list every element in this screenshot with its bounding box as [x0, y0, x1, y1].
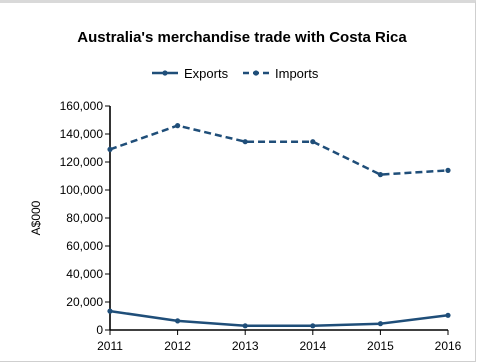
y-tick-label: 100,000	[60, 183, 104, 197]
imports-point	[107, 146, 113, 152]
x-tick-label: 2014	[299, 339, 326, 353]
legend-marker-imports	[253, 70, 259, 76]
legend-item-exports: Exports	[152, 66, 229, 81]
x-tick-label: 2016	[435, 339, 462, 353]
imports-point	[310, 139, 316, 145]
exports-point	[377, 321, 383, 327]
legend-marker-exports	[162, 70, 168, 76]
legend-label-exports: Exports	[184, 66, 229, 81]
exports-point	[175, 318, 181, 324]
legend-label-imports: Imports	[275, 66, 319, 81]
imports-point	[175, 123, 181, 129]
x-tick-label: 2015	[367, 339, 394, 353]
exports-point	[107, 308, 113, 314]
imports-series-line	[109, 124, 449, 176]
legend: Exports Imports	[152, 66, 319, 81]
series-group	[107, 123, 451, 329]
exports-point	[242, 323, 248, 329]
y-tick-label: 0	[96, 323, 103, 337]
exports-point	[310, 323, 316, 329]
exports-series-line	[109, 309, 449, 328]
x-tick-label: 2013	[232, 339, 259, 353]
imports-point	[242, 139, 248, 145]
y-axis-label: A$000	[29, 200, 43, 235]
imports-point	[377, 172, 383, 178]
legend-item-imports: Imports	[243, 66, 319, 81]
x-tick-label: 2012	[164, 339, 191, 353]
chart-title: Australia's merchandise trade with Costa…	[77, 29, 407, 46]
y-tick-label: 60,000	[66, 239, 103, 253]
imports-point	[445, 167, 451, 173]
x-axis: 2011 2012 2013 2014 2015 2016	[97, 329, 462, 353]
y-axis: 0 20,000 40,000 60,000 80,000 100,000 120,000 1…	[60, 99, 111, 337]
y-tick-label: 40,000	[66, 267, 103, 281]
y-tick-label: 140,000	[60, 127, 104, 141]
x-tick-label: 2011	[97, 339, 123, 353]
y-tick-label: 120,000	[60, 155, 104, 169]
y-tick-label: 20,000	[66, 295, 103, 309]
exports-point	[445, 312, 451, 318]
y-tick-label: 160,000	[60, 99, 104, 113]
y-tick-label: 80,000	[66, 211, 103, 225]
